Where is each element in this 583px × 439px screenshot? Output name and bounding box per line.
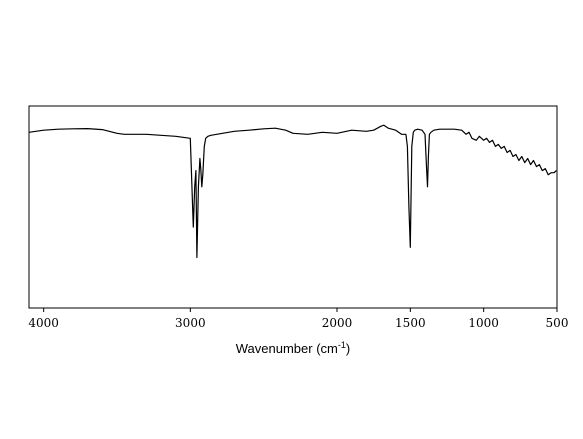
x-tick-label: 1500 (395, 316, 426, 330)
spectrum-line (28, 124, 557, 259)
x-tick-label: 500 (546, 316, 569, 330)
x-axis-title-superscript: -1 (338, 340, 346, 350)
x-tick-label: 4000 (28, 316, 59, 330)
x-tick-label: 1000 (468, 316, 499, 330)
plot-frame (28, 105, 558, 309)
x-axis-title: Wavenumber (cm-1) (236, 340, 350, 356)
x-axis-title-suffix: ) (346, 341, 350, 356)
x-tick-label: 2000 (322, 316, 353, 330)
x-tick-label: 3000 (175, 316, 206, 330)
